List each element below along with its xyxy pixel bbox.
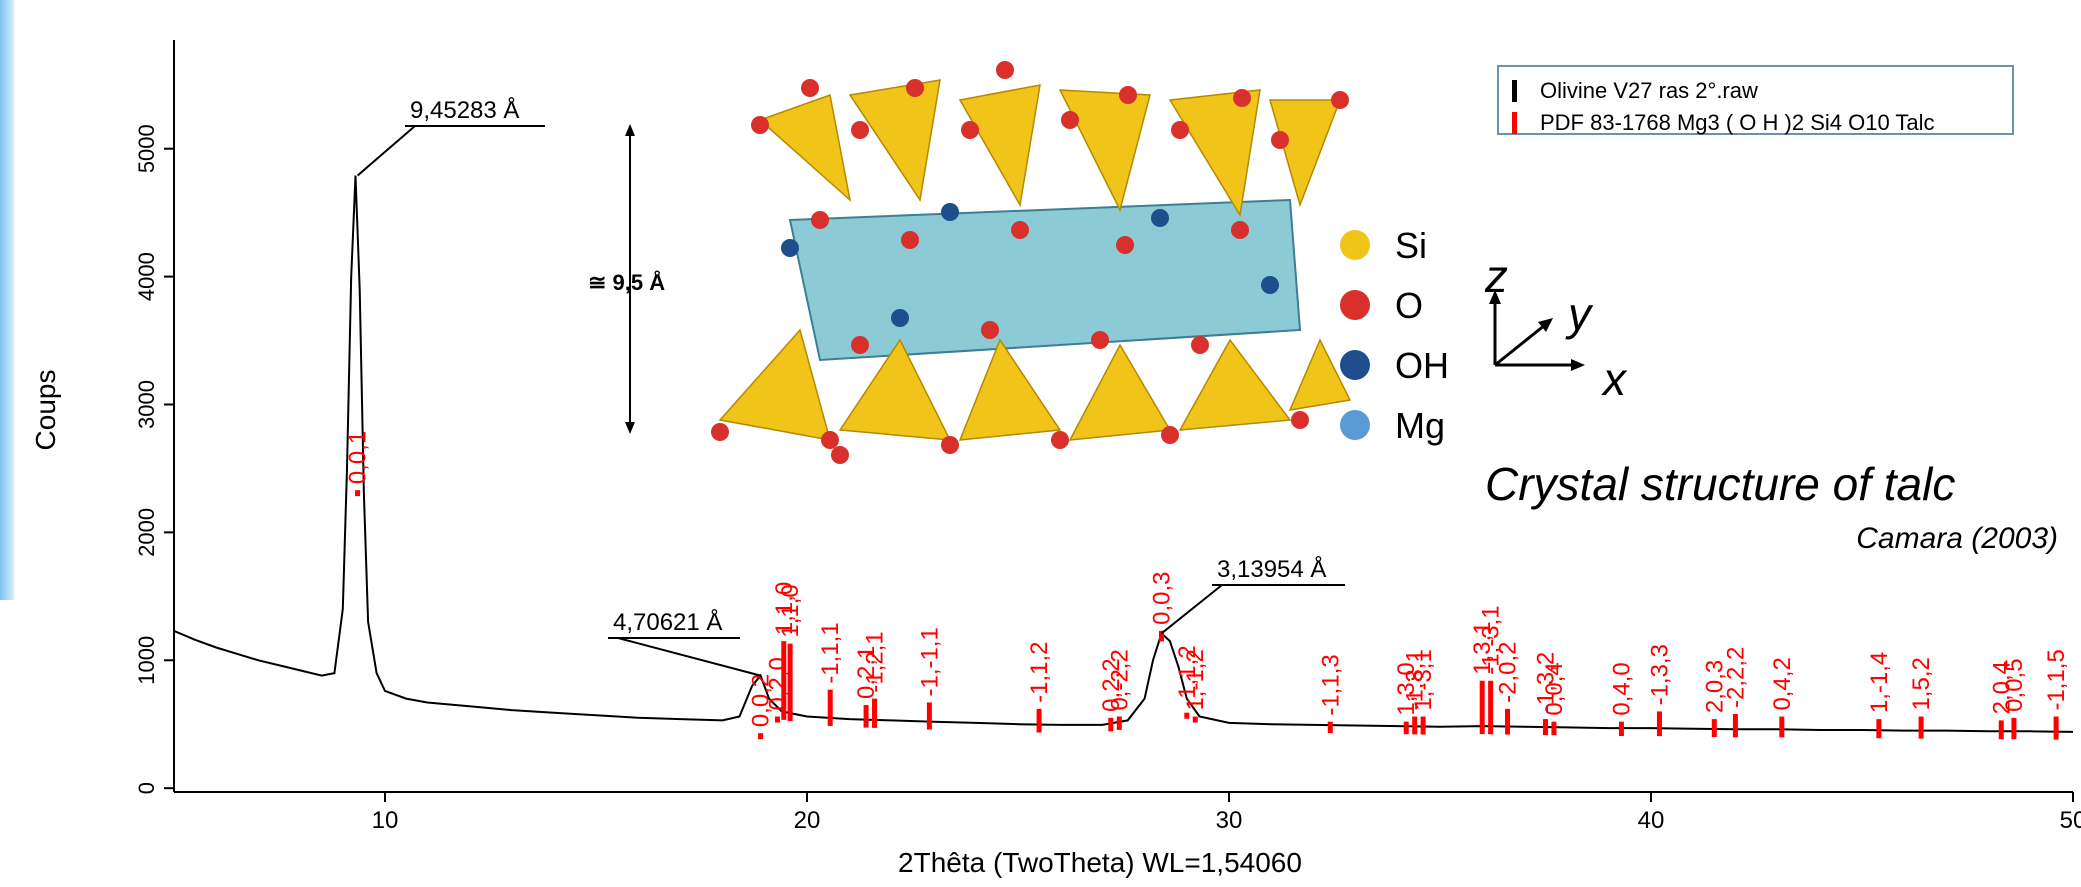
axis-symbol: y [1565, 288, 1594, 340]
x-tick-label: 30 [1216, 807, 1243, 834]
x-axis-title: 2Thêta (TwoTheta) WL=1,54060 [898, 847, 1302, 878]
legend-label: PDF 83-1768 Mg3 ( O H )2 Si4 O10 Talc [1540, 110, 1935, 135]
stick-label: 0,-2,2 [1106, 649, 1133, 710]
stick-label: 0,0,1 [345, 431, 372, 484]
stick-label: -1,-1,1 [916, 627, 943, 696]
stick-label: 1,3,0 [1393, 662, 1420, 715]
axis-symbol: z [1484, 250, 1508, 302]
stick-label: -1,3,2 [1533, 652, 1560, 713]
stick-label: -1,1,2 [1174, 645, 1201, 706]
annotation: 4,70621 Å [613, 608, 722, 636]
y-tick-label: 0 [134, 782, 159, 794]
annotation-leader [617, 637, 761, 677]
stick-label: 0,0,4 [1541, 662, 1568, 715]
side-strip [0, 0, 14, 600]
y-tick-label: 3000 [134, 380, 159, 429]
stick-label: -2,2,2 [1722, 647, 1749, 708]
stick-label: 2,0,4 [1988, 661, 2015, 714]
stick-label: 1,1,0 [771, 582, 798, 635]
stick-label: 1,-3,1 [1410, 649, 1437, 710]
y-tick-label: 5000 [134, 124, 159, 173]
stick-label: 0,2,2 [1098, 658, 1125, 711]
y-axis-title: Coups [30, 370, 61, 451]
stick-label: 1,-1,4 [1866, 652, 1893, 713]
annotation-leader [356, 125, 416, 177]
stick-label: -1,1,3 [1317, 654, 1344, 715]
inset-legend: OH [1395, 345, 1449, 386]
stick-label: -1,1,1 [817, 622, 844, 683]
stick-label: 0,0,3 [1148, 571, 1175, 624]
y-tick-label: 1000 [134, 636, 159, 685]
stick-label: 1,-1,2 [1182, 649, 1209, 710]
y-tick-label: 2000 [134, 508, 159, 557]
stick-label: 0,0,5 [2001, 658, 2028, 711]
annotation: 3,13954 Å [1217, 555, 1326, 583]
y-tick-label: 4000 [134, 252, 159, 301]
stick-label: -1,3,1 [1402, 649, 1429, 710]
legend-label: Olivine V27 ras 2°.raw [1540, 78, 1758, 103]
stick-label: 0,4,0 [1608, 662, 1635, 715]
crystal-inset [560, 15, 1585, 470]
stick-label: 0,0,2 [748, 674, 775, 727]
legend-box [1497, 65, 2014, 135]
credit: Camara (2003) [1856, 522, 2058, 555]
inset-legend: Mg [1395, 405, 1445, 446]
stick-label: 0,2,1 [853, 646, 880, 699]
stick-label: -1,-3,1 [1478, 605, 1505, 674]
annotation-leader [1160, 584, 1223, 635]
scale-label: ≅ 9,5 Å [588, 269, 665, 295]
stick-label: 0,4,2 [1769, 657, 1796, 710]
stick-label: -2,0,2 [1495, 641, 1522, 702]
stick-label: 1,3,1 [1469, 621, 1496, 674]
annotation: 9,45283 Å [410, 96, 519, 124]
x-tick-label: 50 [2060, 807, 2081, 834]
legend-swatch [1512, 80, 1517, 102]
axis-symbol: x [1601, 353, 1628, 405]
legend-swatch [1512, 112, 1517, 134]
stick-label: 2,0,3 [1701, 660, 1728, 713]
stick-label: -1,1,5 [2043, 649, 2070, 710]
stick-label: -1,1,2 [1026, 641, 1053, 702]
caption: Crystal structure of talc [1485, 458, 1955, 510]
x-tick-label: 20 [794, 807, 821, 834]
inset-legend: Si [1395, 225, 1427, 266]
pattern-line [173, 175, 2074, 733]
stick-label: 1,5,2 [1908, 657, 1935, 710]
stick-label: 0,2,0 [764, 657, 791, 710]
inset-legend: O [1395, 285, 1423, 326]
stick-label: 1,1,0 [777, 584, 804, 637]
stick-label: -1,2,1 [862, 631, 889, 692]
stick-label: -1,3,3 [1646, 644, 1673, 705]
x-tick-label: 40 [1638, 807, 1665, 834]
x-tick-label: 10 [372, 807, 399, 834]
